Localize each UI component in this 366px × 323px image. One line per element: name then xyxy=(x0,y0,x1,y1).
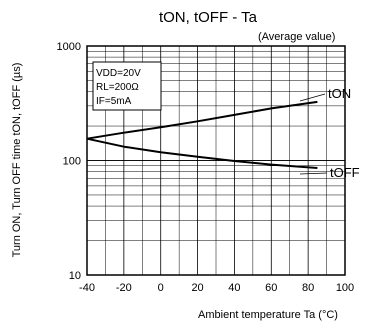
y-tick-label: 1000 xyxy=(57,41,81,53)
x-tick-label: 80 xyxy=(302,282,314,294)
condition-rl: RL=200Ω xyxy=(96,82,139,93)
conditions-box: VDD=20V RL=200Ω IF=5mA xyxy=(92,61,162,111)
series-label-ton: tON xyxy=(328,86,351,101)
tick-labels: -40 -20 0 20 40 60 80 100 10 100 1000 xyxy=(57,41,355,294)
condition-vdd: VDD=20V xyxy=(96,68,141,79)
x-tick-label: 20 xyxy=(191,282,203,294)
y-tick-label: 10 xyxy=(69,270,81,282)
x-tick-label: -40 xyxy=(79,282,95,294)
x-tick-label: 60 xyxy=(265,282,277,294)
series: tON tOFF xyxy=(86,86,360,180)
plot-frame xyxy=(86,45,346,276)
grid xyxy=(86,45,346,276)
y-tick-label: 100 xyxy=(63,156,81,168)
x-tick-label: 40 xyxy=(228,282,240,294)
x-tick-label: 100 xyxy=(336,282,354,294)
condition-if: IF=5mA xyxy=(96,96,132,107)
x-tick-label: -20 xyxy=(116,282,132,294)
series-line-ton xyxy=(86,100,318,140)
x-tick-label: 0 xyxy=(158,282,164,294)
y-axis-label: Turn ON, Turn OFF time tON, tOFF (µs) xyxy=(11,63,23,258)
series-line-toff xyxy=(86,137,318,169)
series-leader-toff xyxy=(299,172,328,175)
chart-title: tON, tOFF - Ta xyxy=(159,9,258,26)
chart-subtitle: (Average value) xyxy=(258,31,335,43)
x-axis-label: Ambient temperature Ta (°C) xyxy=(198,309,338,321)
series-label-toff: tOFF xyxy=(330,165,360,180)
series-leader-ton xyxy=(299,93,326,102)
